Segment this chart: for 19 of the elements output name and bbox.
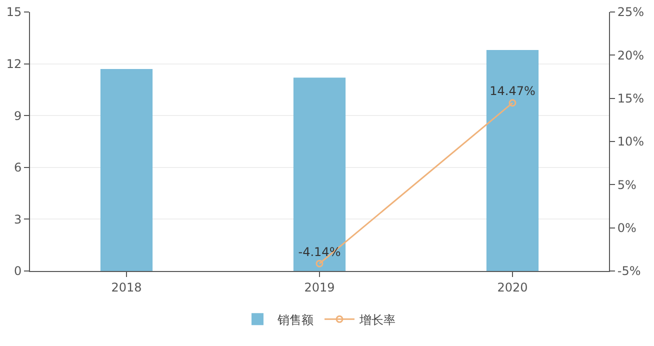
x-tick-label: 2020 xyxy=(497,280,528,294)
y2-tick-label: 20% xyxy=(617,48,644,62)
y-tick-label: 6 xyxy=(14,160,22,175)
y2-tick-label: 0% xyxy=(617,221,636,236)
y-tick-label: 0 xyxy=(14,264,22,278)
y2-tick-label: 25% xyxy=(617,5,644,20)
legend-label: 销售额 xyxy=(276,312,314,327)
y2-tick-label: 5% xyxy=(617,178,636,192)
data-label: 14.47% xyxy=(490,84,536,98)
x-tick-label: 2019 xyxy=(304,280,335,294)
x-tick-label: 2018 xyxy=(111,280,142,294)
y-tick-label: 12 xyxy=(6,57,22,71)
y2-tick-label: 10% xyxy=(617,134,644,149)
y2-tick-label: -5% xyxy=(617,264,641,278)
y-tick-label: 9 xyxy=(14,108,22,123)
y-tick-label: 15 xyxy=(6,5,22,20)
y-tick-label: 3 xyxy=(14,212,22,226)
y2-tick-label: 15% xyxy=(617,92,644,106)
legend-label: 增长率 xyxy=(358,312,396,327)
